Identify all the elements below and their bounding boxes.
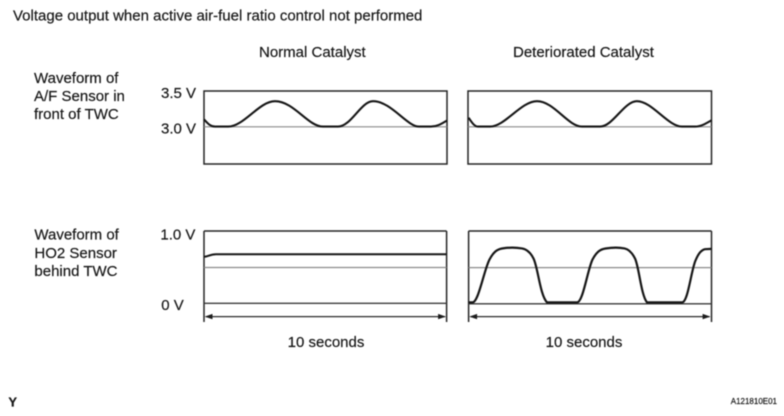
svg-text:3.5 V: 3.5 V xyxy=(161,85,196,102)
svg-text:behind TWC: behind TWC xyxy=(34,263,117,280)
svg-text:Normal Catalyst: Normal Catalyst xyxy=(259,44,367,61)
svg-text:10 seconds: 10 seconds xyxy=(288,334,365,351)
svg-text:Waveform of: Waveform of xyxy=(34,70,119,87)
svg-text:3.0 V: 3.0 V xyxy=(161,121,196,138)
svg-text:Deteriorated Catalyst: Deteriorated Catalyst xyxy=(513,44,655,61)
svg-text:A121810E01: A121810E01 xyxy=(731,397,778,406)
svg-text:Waveform of: Waveform of xyxy=(34,227,119,244)
svg-text:HO2 Sensor: HO2 Sensor xyxy=(34,245,117,262)
svg-text:Voltage output when active air: Voltage output when active air-fuel rati… xyxy=(13,7,422,24)
svg-text:A/F Sensor in: A/F Sensor in xyxy=(34,88,125,105)
svg-text:0 V: 0 V xyxy=(161,297,184,314)
svg-text:10 seconds: 10 seconds xyxy=(546,334,623,351)
svg-text:front of TWC: front of TWC xyxy=(34,106,119,123)
svg-text:Y: Y xyxy=(8,395,17,410)
svg-text:1.0 V: 1.0 V xyxy=(160,227,195,244)
